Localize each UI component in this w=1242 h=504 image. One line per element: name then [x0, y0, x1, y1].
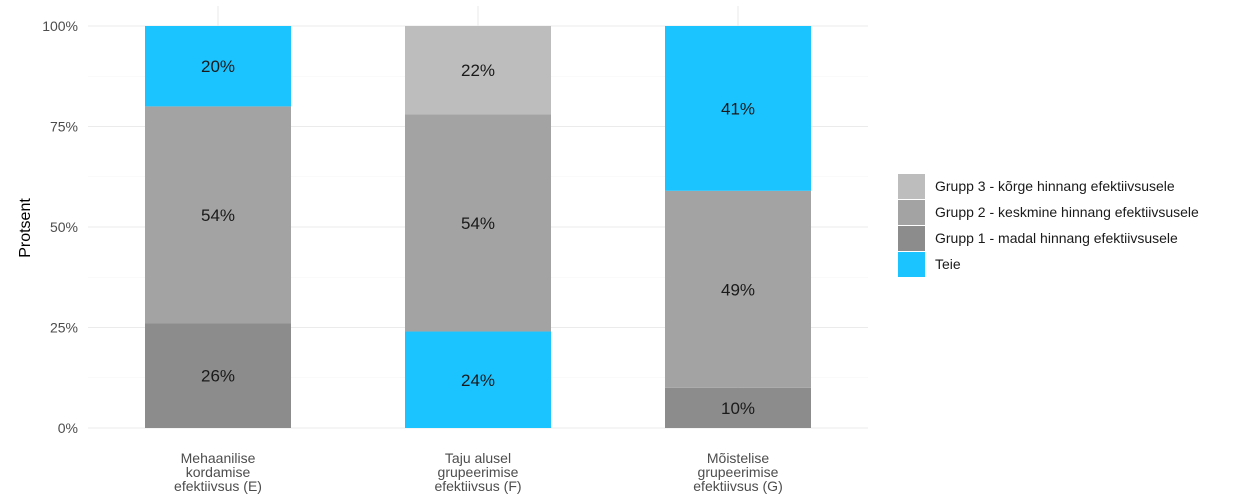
legend-swatch	[898, 226, 925, 251]
bar-segment	[665, 26, 811, 191]
value-labels: 26% 54% 20% 24% 54% 22% 10% 49% 41%	[201, 57, 755, 418]
bar-value-label: 20%	[201, 57, 235, 76]
legend-label: Grupp 3 - kõrge hinnang efektiivsusele	[935, 178, 1175, 194]
x-tick-label-line: efektiivsus (E)	[174, 478, 262, 494]
y-tick-label: 100%	[42, 18, 78, 34]
y-axis-label: Protsent	[17, 198, 34, 258]
bar-segment	[665, 190, 811, 388]
legend-swatch	[898, 200, 925, 225]
x-tick-label-line: grupeerimise	[698, 464, 779, 480]
x-tick-label-line: efektiivsus (G)	[693, 478, 782, 494]
x-tick-label-line: Mehaanilise	[181, 450, 256, 466]
x-tick-label-line: grupeerimise	[438, 464, 519, 480]
x-tick-label-line: efektiivsus (F)	[434, 478, 521, 494]
legend-label: Grupp 2 - keskmine hinnang efektiivsusel…	[935, 204, 1199, 220]
bar-segment	[405, 331, 551, 428]
bar-value-label: 26%	[201, 367, 235, 386]
bar-segment	[145, 106, 291, 324]
y-axis-ticks: 0% 25% 50% 75% 100%	[42, 18, 78, 436]
bar-value-label: 41%	[721, 99, 755, 118]
legend-label: Grupp 1 - madal hinnang efektiivsusele	[935, 230, 1178, 246]
bar-value-label: 22%	[461, 61, 495, 80]
legend: Grupp 3 - kõrge hinnang efektiivsusele Gr…	[898, 174, 1199, 277]
x-axis-ticks: Mehaanilise kordamise efektiivsus (E) Taju …	[174, 450, 783, 494]
x-tick-label: Taju alusel grupeerimise efektiivsus (F)	[434, 450, 521, 494]
x-tick-label: Mehaanilise kordamise efektiivsus (E)	[174, 450, 262, 494]
bar-segment	[665, 387, 811, 428]
legend-label: Teie	[935, 256, 961, 272]
x-tick-label-line: Taju alusel	[445, 450, 511, 466]
y-tick-label: 25%	[50, 320, 78, 336]
bar-segment	[405, 114, 551, 332]
bars	[145, 26, 811, 428]
y-tick-label: 0%	[58, 420, 78, 436]
bar-value-label: 10%	[721, 399, 755, 418]
y-tick-label: 75%	[50, 119, 78, 135]
y-tick-label: 50%	[50, 219, 78, 235]
x-tick-label: Mõistelise grupeerimise efektiivsus (G)	[693, 450, 782, 494]
bar-value-label: 24%	[461, 371, 495, 390]
bar-value-label: 49%	[721, 280, 755, 299]
bar-segment	[145, 26, 291, 107]
legend-swatch	[898, 252, 925, 277]
bar-value-label: 54%	[201, 206, 235, 225]
x-tick-label-line: Mõistelise	[707, 450, 769, 466]
legend-swatch	[898, 174, 925, 199]
bar-value-label: 54%	[461, 214, 495, 233]
bar-segment	[145, 323, 291, 428]
x-tick-label-line: kordamise	[186, 464, 251, 480]
bar-segment	[405, 26, 551, 115]
